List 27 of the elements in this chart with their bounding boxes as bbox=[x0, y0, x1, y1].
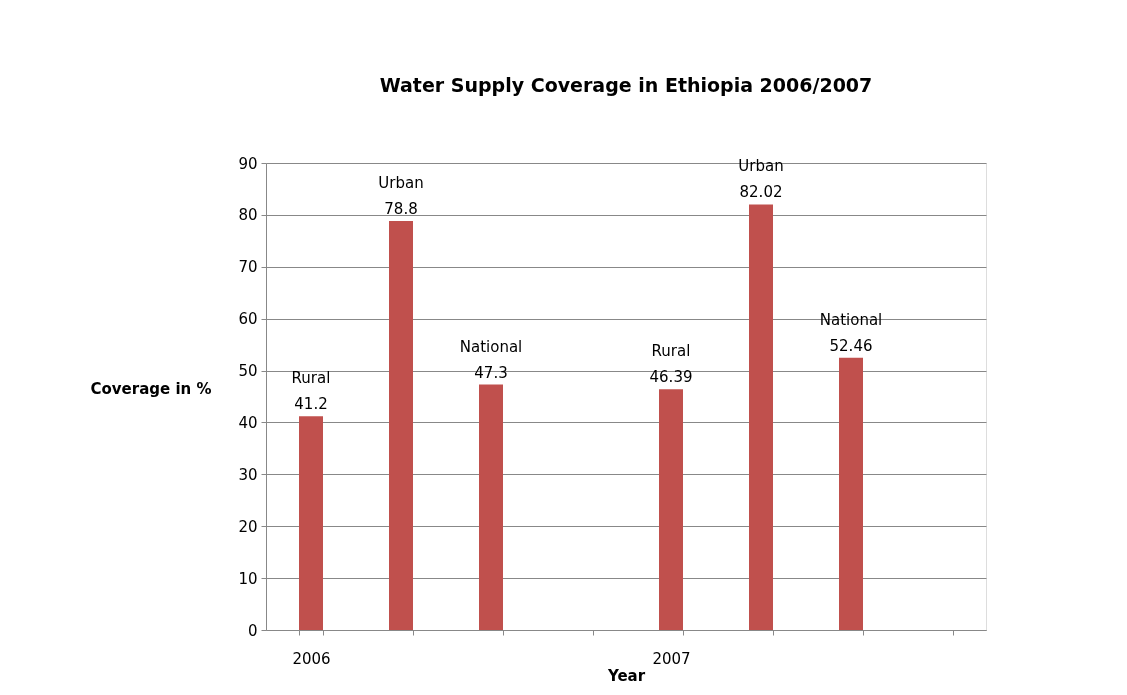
y-tick-label: 20 bbox=[238, 517, 258, 536]
bar bbox=[389, 221, 413, 630]
bar bbox=[839, 357, 863, 630]
x-axis-title: Year bbox=[606, 666, 646, 685]
data-label: Urban 82.02 bbox=[738, 157, 784, 202]
bar bbox=[479, 384, 503, 630]
data-label: National 47.3 bbox=[459, 337, 523, 382]
data-label: Rural 41.2 bbox=[291, 369, 331, 414]
x-tick-label: 2006 bbox=[292, 649, 331, 668]
y-tick-label: 0 bbox=[247, 621, 258, 640]
y-tick-label: 90 bbox=[238, 154, 258, 173]
data-label: National 52.46 bbox=[819, 310, 883, 355]
y-tick-label: 30 bbox=[238, 465, 258, 484]
y-tick-label: 80 bbox=[238, 206, 258, 225]
y-tick-label: 10 bbox=[238, 569, 258, 588]
chart-title: Water Supply Coverage in Ethiopia 2006/2007 bbox=[379, 74, 873, 96]
y-axis-title: Coverage in % bbox=[90, 380, 212, 398]
data-label: Rural 46.39 bbox=[649, 342, 693, 387]
y-tick-label: 70 bbox=[238, 258, 258, 277]
bar bbox=[299, 416, 323, 630]
bar bbox=[659, 389, 683, 630]
y-tick-label: 40 bbox=[238, 413, 258, 432]
x-tick-label: 2007 bbox=[652, 649, 691, 668]
y-tick-label: 50 bbox=[238, 362, 258, 381]
data-label: Urban 78.8 bbox=[378, 174, 424, 219]
y-tick-label: 60 bbox=[238, 310, 258, 329]
bar bbox=[749, 204, 773, 630]
